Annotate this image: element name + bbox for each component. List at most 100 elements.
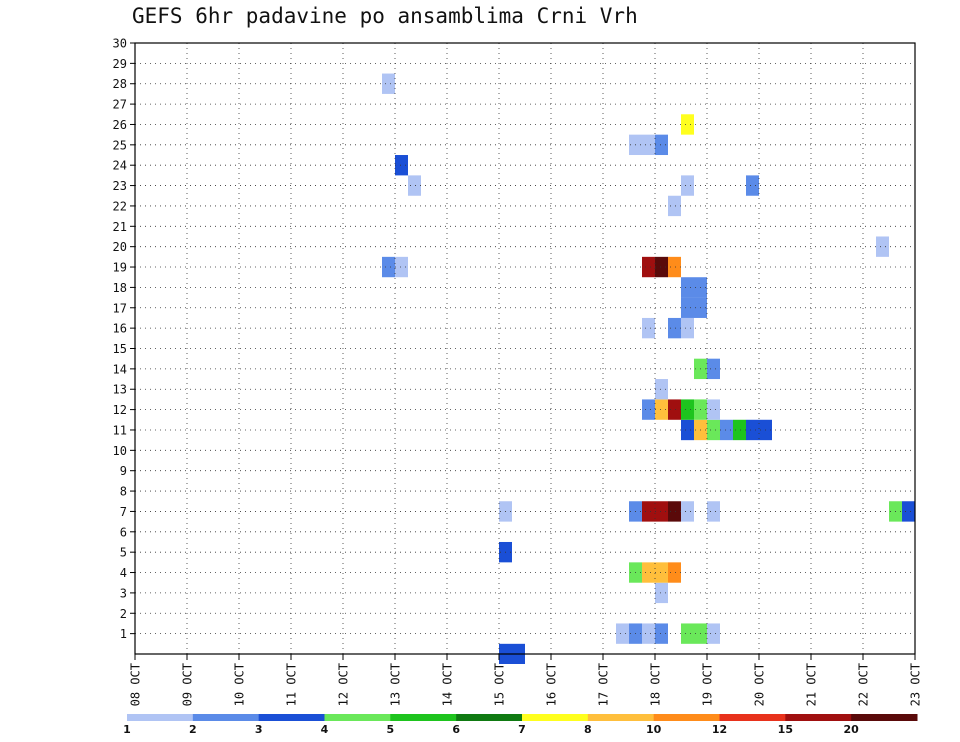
cells-layer <box>382 73 915 664</box>
x-tick-label: 16 OCT <box>545 663 559 706</box>
grid-layer <box>135 42 915 654</box>
y-axis: 1234567891011121314151617181920212223242… <box>113 37 135 641</box>
heatmap-cell <box>707 399 720 420</box>
heatmap-cell <box>382 256 395 278</box>
heatmap-cell <box>681 623 694 644</box>
legend-swatch <box>785 714 852 721</box>
heatmap-cell <box>681 317 694 339</box>
legend-label: 8 <box>584 723 592 736</box>
heatmap-cell <box>655 134 668 156</box>
heatmap-cell <box>616 623 629 644</box>
y-tick-label: 4 <box>120 566 127 580</box>
y-tick-label: 18 <box>113 281 127 295</box>
y-tick-label: 6 <box>120 525 127 539</box>
y-tick-label: 14 <box>113 362 127 376</box>
heatmap-cell <box>681 114 694 135</box>
heatmap-cell <box>668 256 681 278</box>
y-tick-label: 5 <box>120 546 127 560</box>
y-tick-label: 30 <box>113 37 127 51</box>
x-tick-label: 23 OCT <box>909 663 923 706</box>
x-tick-label: 08 OCT <box>129 663 143 706</box>
y-tick-label: 22 <box>113 199 127 213</box>
y-tick-label: 9 <box>120 464 127 478</box>
legend-swatch <box>851 714 918 721</box>
legend-swatch <box>522 714 589 721</box>
y-tick-label: 3 <box>120 586 127 600</box>
y-tick-label: 20 <box>113 240 127 254</box>
x-tick-label: 19 OCT <box>701 663 715 706</box>
heatmap-cell <box>668 501 681 522</box>
heatmap-cell <box>655 582 668 604</box>
x-tick-label: 17 OCT <box>597 663 611 706</box>
y-tick-label: 16 <box>113 322 127 336</box>
heatmap-cell <box>746 175 759 196</box>
y-tick-label: 27 <box>113 98 127 112</box>
legend-swatch <box>192 714 260 721</box>
legend-swatch <box>456 714 523 721</box>
legend-label: 5 <box>387 723 395 736</box>
heatmap-cell <box>681 399 694 420</box>
legend-label: 20 <box>844 723 860 736</box>
legend-label: 7 <box>518 723 526 736</box>
heatmap-cell <box>681 297 694 318</box>
x-tick-label: 11 OCT <box>285 663 299 706</box>
x-tick-label: 21 OCT <box>805 663 819 706</box>
legend-label: 15 <box>778 723 793 736</box>
heatmap-cell <box>681 175 694 196</box>
legend: 1 2 3 4 5 6 7 8 10 12 15 20 <box>123 714 918 736</box>
heatmap-cell <box>707 419 720 441</box>
x-tick-label: 18 OCT <box>649 663 663 706</box>
heatmap-cell <box>876 236 889 257</box>
legend-label: 12 <box>712 723 727 736</box>
y-tick-label: 12 <box>113 403 127 417</box>
y-tick-label: 24 <box>113 159 127 173</box>
legend-swatch <box>324 714 391 721</box>
y-tick-label: 17 <box>113 301 127 315</box>
heatmap-cell <box>668 195 681 217</box>
legend-label: 10 <box>646 723 662 736</box>
y-tick-label: 28 <box>113 77 127 91</box>
heatmap-cell <box>655 256 668 278</box>
heatmap-cell <box>655 623 668 644</box>
heatmap-cell <box>668 399 681 420</box>
y-tick-label: 21 <box>113 220 127 234</box>
x-axis: 08 OCT 09 OCT 10 OCT 11 OCT 12 OCT 13 OCT 14 O… <box>129 654 923 706</box>
y-tick-label: 19 <box>113 261 127 275</box>
heatmap-cell <box>395 155 408 176</box>
heatmap-cell <box>707 623 720 644</box>
heatmap-cell <box>642 562 655 583</box>
y-tick-label: 11 <box>113 423 127 437</box>
heatmap-cell <box>668 317 681 339</box>
heatmap-cell <box>681 501 694 522</box>
heatmap-cell <box>902 501 915 522</box>
heatmap-cell <box>746 419 759 441</box>
y-tick-label: 7 <box>120 505 127 519</box>
y-tick-label: 29 <box>113 57 127 71</box>
heatmap-cell <box>642 399 655 420</box>
x-tick-label: 15 OCT <box>493 663 507 706</box>
heatmap-cell <box>642 501 655 522</box>
heatmap-cell <box>382 73 395 94</box>
heatmap-cell <box>408 175 421 196</box>
heatmap-cell <box>642 134 655 156</box>
legend-swatch <box>587 714 655 721</box>
x-tick-label: 12 OCT <box>337 663 351 706</box>
x-tick-label: 09 OCT <box>181 663 195 706</box>
heatmap-cell <box>655 562 668 583</box>
heatmap-cell <box>681 419 694 441</box>
y-tick-label: 23 <box>113 179 127 193</box>
x-tick-label: 22 OCT <box>857 663 871 706</box>
heatmap-cell <box>668 562 681 583</box>
x-tick-label: 14 OCT <box>441 663 455 706</box>
chart-title: GEFS 6hr padavine po ansamblima Crni Vrh <box>132 4 638 28</box>
x-tick-label: 13 OCT <box>389 663 403 706</box>
legend-label: 6 <box>452 723 460 736</box>
y-tick-label: 25 <box>113 138 127 152</box>
heatmap-cell <box>720 419 733 441</box>
heatmap-cell <box>655 379 668 400</box>
x-tick-label: 20 OCT <box>753 663 767 706</box>
y-tick-label: 13 <box>113 383 127 397</box>
y-tick-label: 10 <box>113 444 127 458</box>
y-tick-label: 2 <box>120 607 127 621</box>
